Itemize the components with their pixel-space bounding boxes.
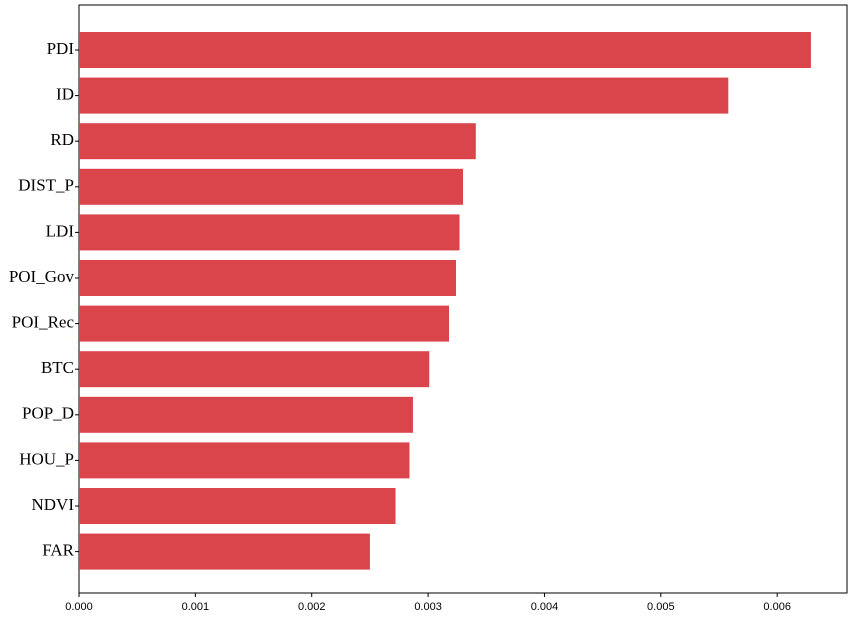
bar [79,396,413,433]
y-tick-label: POI_Gov [9,267,75,286]
x-tick-label: 0.006 [763,601,791,613]
bar [79,533,370,570]
bar [79,305,450,342]
bar [79,77,729,114]
y-tick-label: LDI [46,221,75,240]
bar [79,351,430,388]
y-tick-label: DIST_P [18,176,74,195]
y-tick-label: NDVI [32,495,75,514]
y-tick-label: HOU_P [19,449,74,468]
x-tick-label: 0.004 [531,601,559,613]
bar [79,214,460,251]
bar [79,488,396,524]
x-tick-label: 0.001 [182,601,210,613]
y-tick-label: POI_Rec [12,313,75,332]
y-tick-label: RD [50,130,74,149]
plot-frame [78,4,848,594]
bar [79,260,457,296]
x-tick-label: 0.002 [298,601,326,613]
bar [79,123,476,160]
x-tick-label: 0.005 [647,601,675,613]
y-tick-label: ID [56,85,74,104]
y-tick-label: FAR [42,541,74,560]
y-tick-label: BTC [41,358,74,377]
bar [79,442,410,479]
x-tick-label: 0.003 [414,601,442,613]
y-tick-label: POP_D [22,404,74,423]
bar [79,32,811,68]
bar [79,168,463,205]
y-tick-label: PDI [47,39,75,58]
x-tick-label: 0.000 [65,601,93,613]
